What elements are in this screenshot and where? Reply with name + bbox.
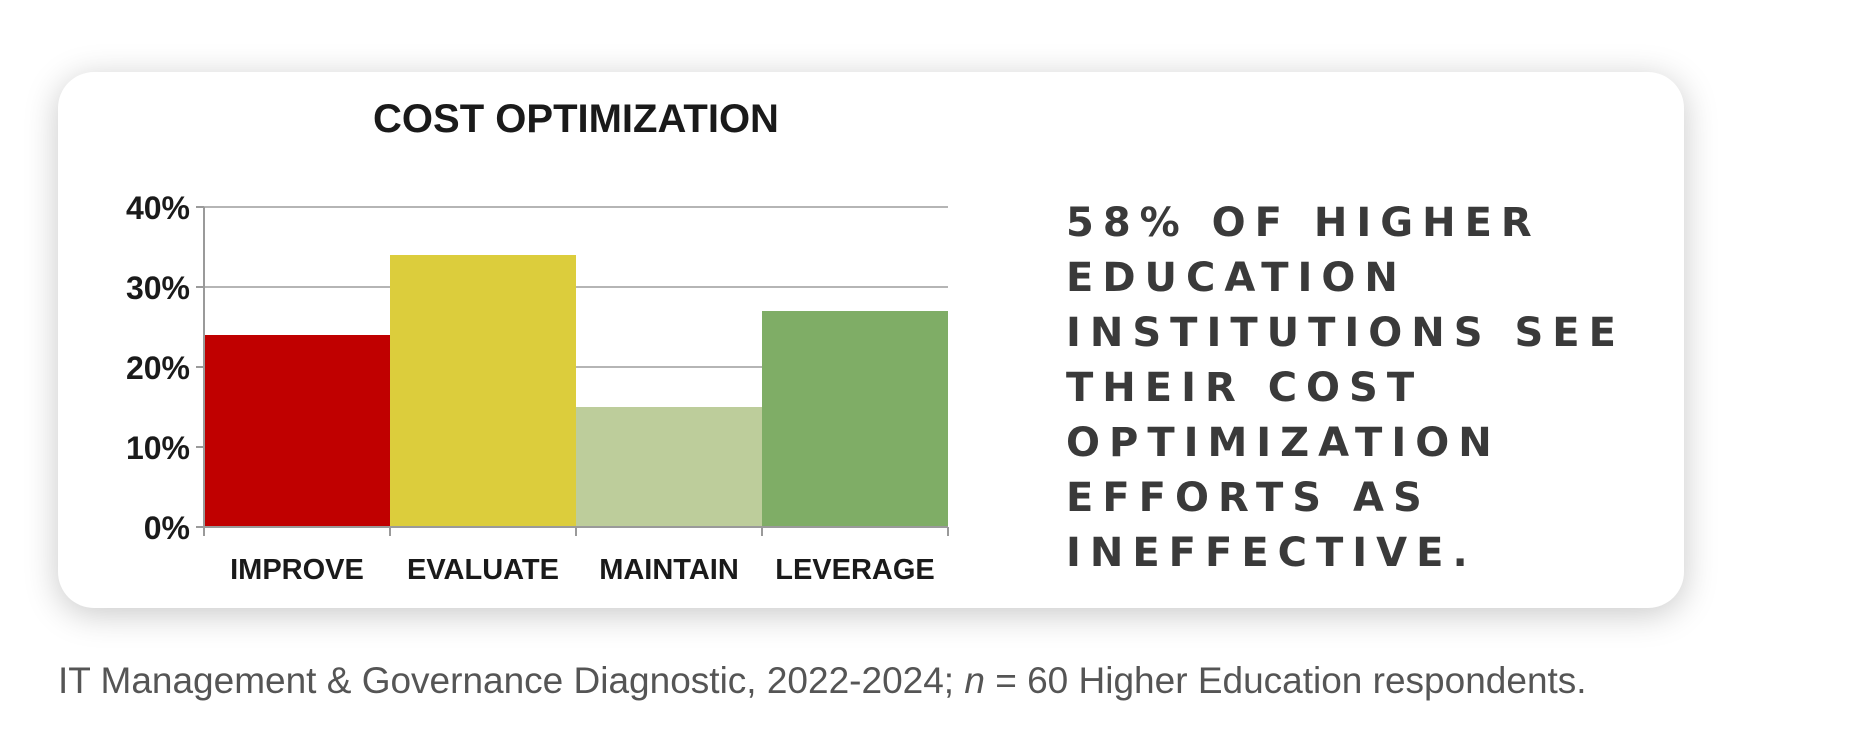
bar-maintain — [576, 407, 762, 527]
caption-n-symbol: n — [964, 660, 985, 701]
x-tick-labels: IMPROVE EVALUATE MAINTAIN LEVERAGE — [230, 554, 935, 586]
chart-title: COST OPTIMIZATION — [373, 97, 779, 141]
x-tick-label: MAINTAIN — [599, 554, 739, 586]
y-tick-label: 0% — [144, 510, 190, 546]
caption-respondents: = 60 Higher Education respondents. — [984, 660, 1587, 701]
x-tick-label: LEVERAGE — [775, 554, 935, 586]
bar-leverage — [762, 311, 948, 527]
x-tick-label: EVALUATE — [407, 554, 559, 586]
bar-improve — [204, 335, 390, 527]
axes — [203, 207, 949, 536]
y-tick-label: 40% — [126, 190, 190, 226]
stat-callout: 58% of higher education institutions see… — [1066, 200, 1625, 576]
bar-evaluate — [390, 255, 576, 527]
y-tick-label: 20% — [126, 350, 190, 386]
y-tick-label: 10% — [126, 430, 190, 466]
caption-source: IT Management & Governance Diagnostic, 2… — [58, 660, 965, 701]
y-tick-labels: 0% 10% 20% 30% 40% — [126, 190, 190, 546]
x-tick-label: IMPROVE — [230, 554, 364, 586]
y-tick-label: 30% — [126, 270, 190, 306]
bar-chart: COST OPTIMIZATION 0% 10% 20% 30% 40% IMPROVE… — [126, 97, 949, 586]
source-caption: IT Management & Governance Diagnostic, 2… — [58, 660, 1587, 702]
chart-card: COST OPTIMIZATION 0% 10% 20% 30% 40% IMPROVE… — [58, 72, 1684, 608]
bars — [204, 255, 948, 527]
